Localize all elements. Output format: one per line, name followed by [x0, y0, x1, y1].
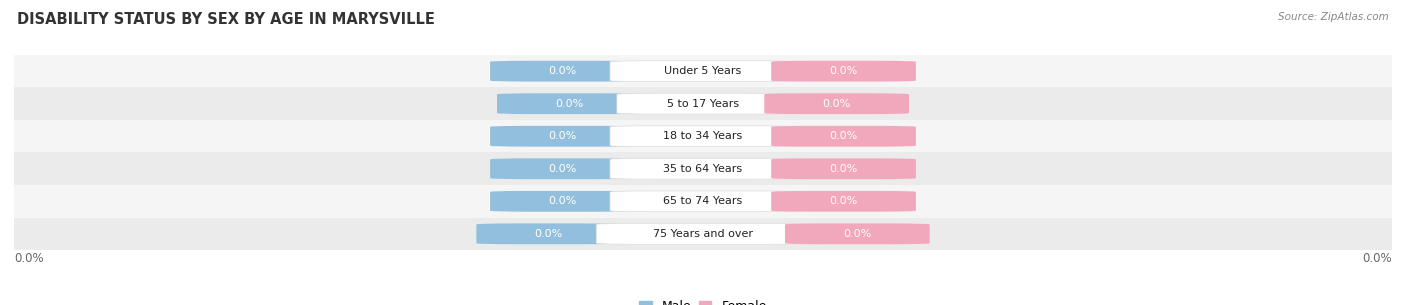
FancyBboxPatch shape — [610, 61, 796, 81]
Bar — [14, 120, 1392, 152]
Bar — [503, 191, 621, 211]
FancyBboxPatch shape — [596, 224, 810, 244]
FancyBboxPatch shape — [772, 61, 915, 81]
FancyBboxPatch shape — [491, 191, 634, 212]
Text: Source: ZipAtlas.com: Source: ZipAtlas.com — [1278, 12, 1389, 22]
Bar — [14, 88, 1392, 120]
FancyBboxPatch shape — [477, 224, 621, 244]
Text: 0.0%: 0.0% — [534, 229, 562, 239]
Text: 0.0%: 0.0% — [830, 131, 858, 141]
Legend: Male, Female: Male, Female — [634, 295, 772, 305]
Text: 75 Years and over: 75 Years and over — [652, 229, 754, 239]
Text: 0.0%: 0.0% — [548, 66, 576, 76]
FancyBboxPatch shape — [772, 126, 915, 147]
Bar — [491, 224, 607, 244]
FancyBboxPatch shape — [491, 158, 634, 179]
FancyBboxPatch shape — [610, 158, 796, 179]
FancyBboxPatch shape — [496, 93, 641, 114]
FancyBboxPatch shape — [772, 158, 915, 179]
Text: 0.0%: 0.0% — [830, 196, 858, 206]
Text: Under 5 Years: Under 5 Years — [665, 66, 741, 76]
Text: 0.0%: 0.0% — [548, 164, 576, 174]
FancyBboxPatch shape — [610, 126, 796, 147]
Bar — [510, 94, 628, 114]
FancyBboxPatch shape — [491, 61, 634, 81]
Text: 0.0%: 0.0% — [830, 164, 858, 174]
Bar — [14, 152, 1392, 185]
Text: 0.0%: 0.0% — [548, 131, 576, 141]
Text: 0.0%: 0.0% — [1362, 252, 1392, 265]
Text: 0.0%: 0.0% — [830, 66, 858, 76]
FancyBboxPatch shape — [785, 224, 929, 244]
FancyBboxPatch shape — [765, 93, 910, 114]
FancyBboxPatch shape — [617, 93, 789, 114]
Text: 0.0%: 0.0% — [823, 99, 851, 109]
FancyBboxPatch shape — [772, 191, 915, 212]
Text: 0.0%: 0.0% — [555, 99, 583, 109]
FancyBboxPatch shape — [491, 126, 634, 147]
Text: DISABILITY STATUS BY SEX BY AGE IN MARYSVILLE: DISABILITY STATUS BY SEX BY AGE IN MARYS… — [17, 12, 434, 27]
Bar — [14, 217, 1392, 250]
Text: 18 to 34 Years: 18 to 34 Years — [664, 131, 742, 141]
Text: 35 to 64 Years: 35 to 64 Years — [664, 164, 742, 174]
Text: 0.0%: 0.0% — [14, 252, 44, 265]
Text: 0.0%: 0.0% — [548, 196, 576, 206]
FancyBboxPatch shape — [610, 191, 796, 212]
Text: 5 to 17 Years: 5 to 17 Years — [666, 99, 740, 109]
Bar — [14, 55, 1392, 88]
Text: 65 to 74 Years: 65 to 74 Years — [664, 196, 742, 206]
Bar — [14, 185, 1392, 217]
Bar — [503, 126, 621, 146]
Bar — [503, 61, 621, 81]
Text: 0.0%: 0.0% — [844, 229, 872, 239]
Bar — [503, 159, 621, 179]
